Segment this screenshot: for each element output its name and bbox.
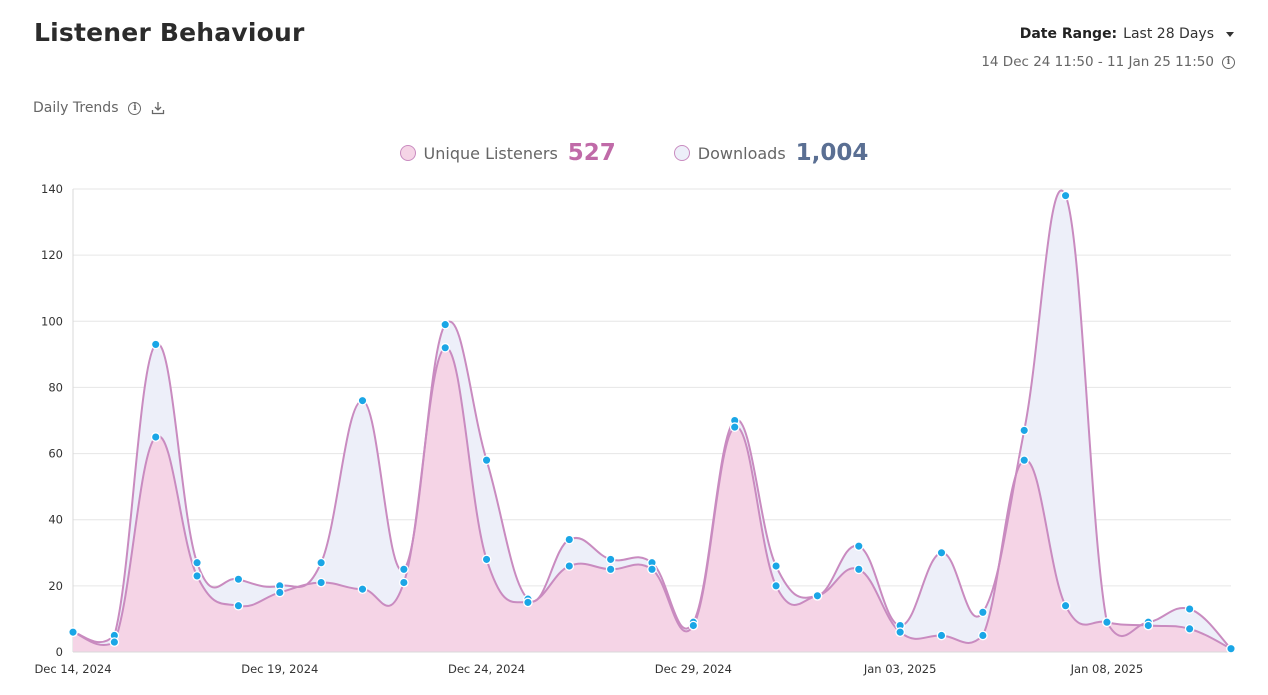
listeners-point: [357, 584, 368, 595]
legend-label-listeners: Unique Listeners: [423, 143, 558, 163]
page-title: Listener Behaviour: [34, 18, 305, 47]
listeners-point: [481, 554, 492, 565]
y-tick-label: 40: [48, 513, 63, 527]
download-icon[interactable]: [151, 101, 165, 115]
date-span-text: 14 Dec 24 11:50 - 11 Jan 25 11:50: [981, 54, 1214, 70]
legend-label-downloads: Downloads: [697, 143, 786, 163]
legend-item-downloads[interactable]: Downloads 1,004: [673, 140, 869, 166]
listeners-point: [978, 630, 988, 641]
x-tick-label: Jan 08, 2025: [1070, 662, 1144, 676]
listeners-area: [73, 347, 1231, 652]
listeners-point: [1102, 617, 1112, 628]
downloads-area: [73, 190, 1231, 652]
x-tick-label: Dec 19, 2024: [241, 662, 318, 676]
downloads-point: [853, 541, 864, 552]
listeners-point: [812, 590, 823, 601]
downloads-point: [316, 557, 326, 568]
downloads-point: [1184, 604, 1195, 614]
listeners-point: [771, 581, 781, 591]
date-range-label: Date Range:: [1019, 26, 1118, 42]
listeners-point: [853, 564, 864, 575]
listeners-point: [564, 561, 575, 571]
listeners-point: [647, 564, 657, 575]
listeners-point: [440, 342, 451, 353]
y-tick-label: 100: [41, 314, 63, 328]
legend-item-listeners[interactable]: Unique Listeners 527: [399, 140, 616, 166]
listeners-point: [274, 587, 285, 598]
date-span: 14 Dec 24 11:50 - 11 Jan 25 11:50 i: [981, 54, 1235, 70]
listeners-point: [109, 637, 120, 647]
listeners-point: [1060, 600, 1071, 611]
y-tick-label: 80: [48, 380, 63, 394]
listeners-point: [316, 577, 326, 588]
legend-total-listeners: 527: [567, 140, 616, 166]
y-tick-label: 140: [41, 182, 63, 196]
downloads-point: [605, 554, 616, 565]
downloads-point: [440, 319, 451, 330]
listeners-point: [605, 564, 616, 575]
downloads-point: [399, 564, 409, 575]
downloads-point: [357, 395, 368, 406]
listeners-point: [192, 571, 202, 581]
listeners-point: [895, 627, 905, 638]
downloads-point: [192, 557, 202, 568]
listeners-point: [68, 627, 78, 638]
caret-down-icon: [1226, 31, 1234, 37]
legend-swatch-listeners: [399, 145, 416, 161]
section-label: Daily Trends: [33, 100, 119, 116]
listeners-point: [233, 600, 244, 611]
listeners-point: [936, 630, 947, 641]
date-range-dropdown[interactable]: Date Range: Last 28 Days: [1020, 26, 1234, 42]
listeners-point: [729, 422, 740, 432]
downloads-point: [564, 534, 575, 545]
listeners-point: [688, 620, 699, 631]
downloads-point: [1019, 425, 1030, 436]
listeners-point: [1226, 643, 1236, 654]
downloads-point: [150, 339, 161, 350]
y-tick-label: 120: [41, 248, 63, 262]
chart-legend: Unique Listeners 527 Downloads 1,004: [0, 140, 1268, 166]
y-tick-label: 20: [48, 579, 63, 593]
downloads-point: [771, 561, 781, 571]
legend-total-downloads: 1,004: [795, 140, 869, 166]
listeners-point: [1184, 623, 1195, 634]
x-tick-label: Jan 03, 2025: [863, 662, 937, 676]
y-tick-label: 60: [48, 447, 63, 461]
listeners-point: [150, 432, 161, 442]
downloads-point: [1060, 190, 1071, 201]
listeners-point: [1019, 455, 1030, 466]
downloads-point: [978, 607, 988, 618]
listeners-point: [523, 597, 533, 608]
downloads-point: [233, 574, 244, 585]
downloads-point: [936, 547, 947, 558]
listeners-point: [399, 577, 409, 588]
date-range-value: Last 28 Days: [1123, 26, 1214, 42]
y-tick-label: 0: [56, 645, 63, 659]
listeners-point: [1143, 620, 1154, 631]
x-tick-label: Dec 14, 2024: [34, 662, 111, 676]
section-header: Daily Trends i: [33, 100, 165, 116]
info-icon[interactable]: i: [128, 101, 142, 115]
x-tick-label: Dec 29, 2024: [655, 662, 732, 676]
legend-swatch-downloads: [673, 145, 690, 161]
downloads-point: [481, 455, 492, 466]
info-icon[interactable]: i: [1222, 55, 1235, 69]
x-tick-label: Dec 24, 2024: [448, 662, 525, 676]
